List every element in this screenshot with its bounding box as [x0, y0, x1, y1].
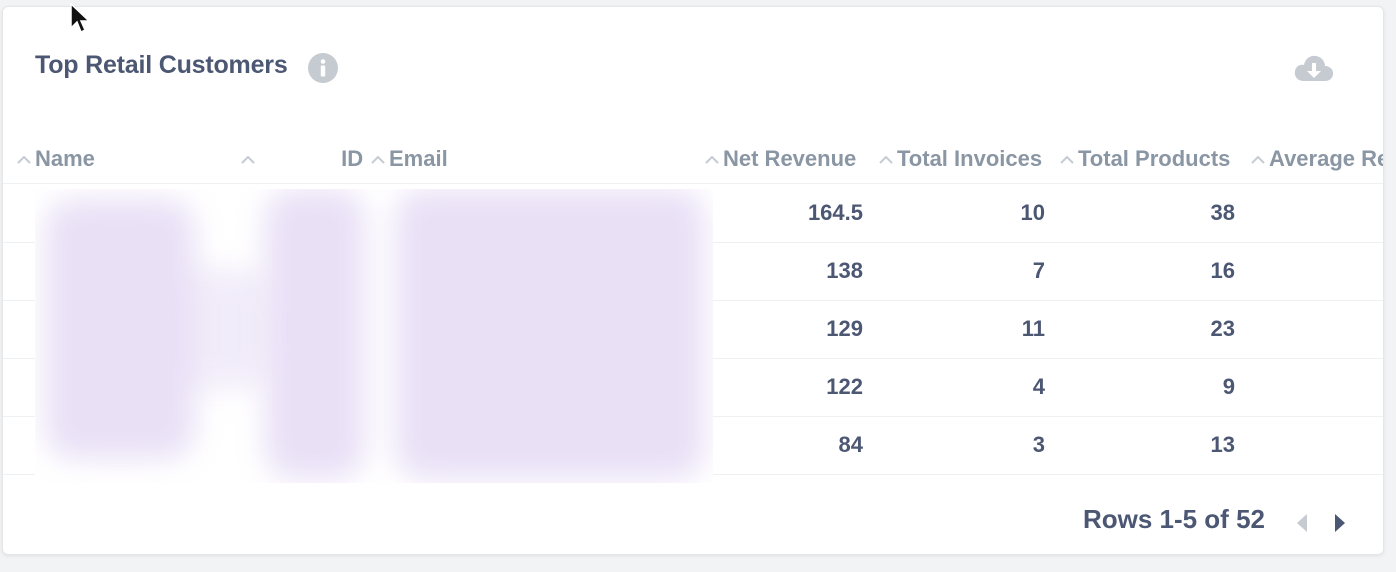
- cell-total-invoices: 11: [1021, 316, 1045, 341]
- cell-net-revenue: 122: [826, 374, 863, 399]
- info-icon[interactable]: [307, 52, 339, 84]
- cell-total-invoices: 4: [1032, 374, 1045, 399]
- triangle-left-icon[interactable]: [1291, 511, 1313, 535]
- redacted-content: [35, 189, 713, 483]
- download-icon[interactable]: [1293, 53, 1335, 85]
- table-card: Top Retail Customers Name ID Email Net R…: [2, 6, 1384, 555]
- column-header-name[interactable]: Name: [15, 144, 95, 174]
- cell-total-products: 13: [1210, 432, 1235, 457]
- cell-total-products: 9: [1222, 374, 1235, 399]
- column-header-average-revenue[interactable]: Average Re: [1249, 144, 1383, 174]
- pagination-label: Rows 1-5 of 52: [1082, 504, 1265, 534]
- cell-total-products: 38: [1210, 200, 1235, 225]
- chevron-up-icon: [1251, 155, 1265, 164]
- cell-total-products: 16: [1210, 258, 1235, 283]
- cell-net-revenue: 138: [826, 258, 863, 283]
- cell-total-products: 23: [1210, 316, 1235, 341]
- chevron-up-icon: [1060, 155, 1074, 164]
- cell-net-revenue: 129: [826, 316, 863, 341]
- chevron-up-icon: [241, 155, 255, 164]
- chevron-up-icon: [17, 155, 31, 164]
- table-header: Name ID Email Net Revenue Total Invoices…: [3, 135, 1383, 184]
- chevron-up-icon: [371, 155, 385, 164]
- triangle-right-icon[interactable]: [1329, 511, 1351, 535]
- chevron-up-icon: [879, 155, 893, 164]
- cell-total-invoices: 3: [1032, 432, 1045, 457]
- cell-net-revenue: 164.5: [807, 200, 863, 225]
- card-title: Top Retail Customers: [35, 51, 288, 79]
- column-header-total-invoices[interactable]: Total Invoices: [877, 144, 1042, 174]
- mouse-cursor-icon: [70, 3, 91, 34]
- cell-total-invoices: 7: [1032, 258, 1045, 283]
- cell-net-revenue: 84: [838, 432, 863, 457]
- column-header-net-revenue[interactable]: Net Revenue: [703, 144, 856, 174]
- chevron-up-icon: [705, 155, 719, 164]
- cell-total-invoices: 10: [1020, 200, 1045, 225]
- column-header-email[interactable]: Email: [369, 144, 448, 174]
- column-header-id[interactable]: ID: [239, 144, 363, 174]
- column-header-total-products[interactable]: Total Products: [1058, 144, 1230, 174]
